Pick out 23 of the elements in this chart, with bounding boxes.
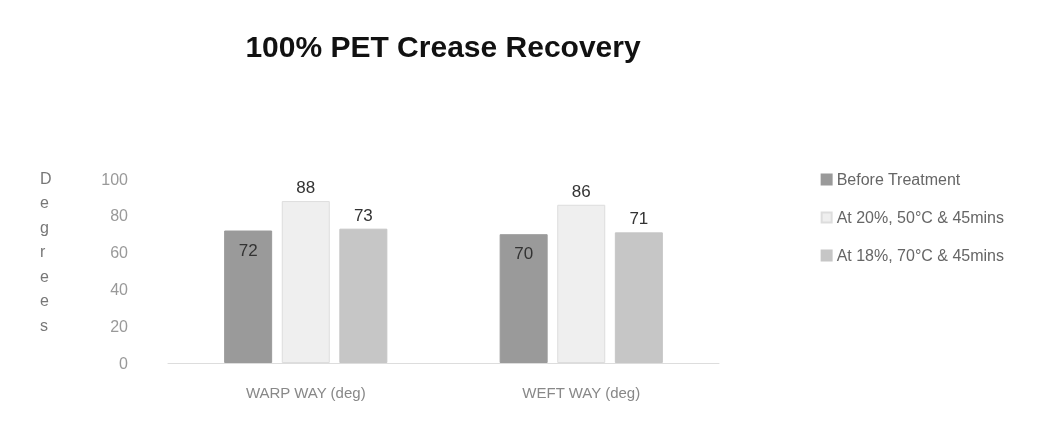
y-tick-label: 20 xyxy=(110,317,129,335)
legend-label: At 20%, 50°C & 45mins xyxy=(836,209,1005,226)
bar xyxy=(614,232,663,363)
legend-label: Before Treatment xyxy=(836,171,961,188)
y-tick-label: 60 xyxy=(110,244,129,262)
y-tick-label: 40 xyxy=(110,280,129,298)
bar xyxy=(224,230,273,363)
data-label: 70 xyxy=(514,244,534,264)
data-label: 71 xyxy=(629,209,649,229)
bar xyxy=(339,228,388,363)
legend-label: At 18%, 70°C & 45mins xyxy=(836,247,1005,264)
data-label: 86 xyxy=(571,181,591,201)
y-tick-label: 80 xyxy=(110,207,129,225)
y-tick-label: 100 xyxy=(101,170,129,188)
bar xyxy=(499,234,548,363)
data-label: 73 xyxy=(353,205,373,225)
data-label: 88 xyxy=(296,178,316,198)
y-tick-label: 0 xyxy=(119,354,129,372)
x-tick-label: WEFT WAY (deg) xyxy=(522,384,641,401)
y-axis-title: Degrees xyxy=(40,169,52,334)
x-tick-label: WARP WAY (deg) xyxy=(245,384,366,401)
chart-title: 100% PET Crease Recovery xyxy=(245,29,641,63)
data-label: 72 xyxy=(238,240,258,260)
